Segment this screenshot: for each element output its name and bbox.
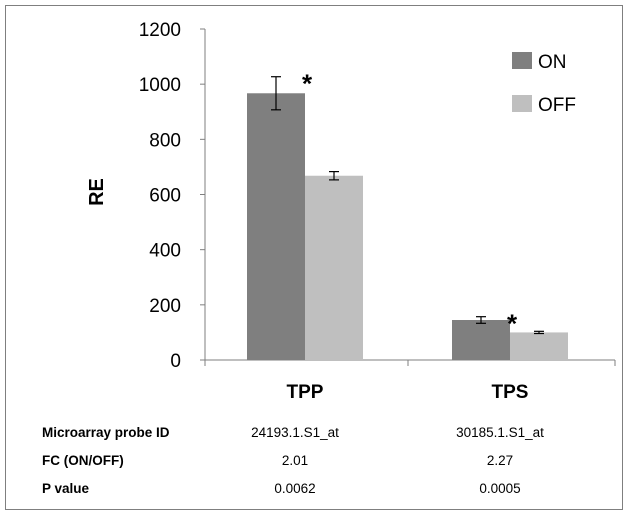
table-cell: 30185.1.S1_at [456, 425, 544, 440]
table-cell: 0.0005 [479, 481, 520, 496]
data-table: Microarray probe ID 24193.1.S1_at 30185.1.… [42, 425, 544, 496]
legend-swatch-off [512, 95, 532, 112]
y-tick-label: 200 [149, 296, 181, 317]
table-cell: 2.01 [282, 453, 308, 468]
table-row-label: P value [42, 481, 90, 496]
table-cell: 0.0062 [274, 481, 315, 496]
bar-off-tps [510, 332, 568, 360]
y-tick-label: 1200 [139, 20, 181, 41]
table-row-label: FC (ON/OFF) [42, 453, 124, 468]
legend-label-on: ON [538, 52, 567, 73]
legend-swatch-on [512, 52, 532, 69]
axes: 0 200 400 600 800 1000 1200 TPP TPS RE [86, 20, 616, 403]
significance-star: * [302, 69, 313, 99]
significance-star: * [507, 309, 518, 339]
table-cell: 2.27 [487, 453, 513, 468]
bar-on-tps [452, 320, 510, 360]
y-tick-label: 800 [149, 130, 181, 151]
table-row-label: Microarray probe ID [42, 425, 170, 440]
bar-off-tpp [305, 175, 363, 360]
legend: ON OFF [512, 52, 576, 116]
bar-on-tpp [247, 93, 305, 360]
y-tick-label: 1000 [139, 75, 181, 96]
x-category-label: TPS [492, 382, 529, 403]
y-tick-label: 600 [149, 186, 181, 207]
annotations: ** [302, 69, 518, 339]
error-bars [271, 76, 544, 335]
x-category-label: TPP [287, 382, 324, 403]
y-tick-label: 400 [149, 241, 181, 262]
y-axis-title: RE [86, 178, 108, 206]
y-tick-label: 0 [170, 351, 181, 372]
bars [247, 93, 568, 360]
legend-label-off: OFF [538, 95, 576, 116]
table-cell: 24193.1.S1_at [251, 425, 339, 440]
